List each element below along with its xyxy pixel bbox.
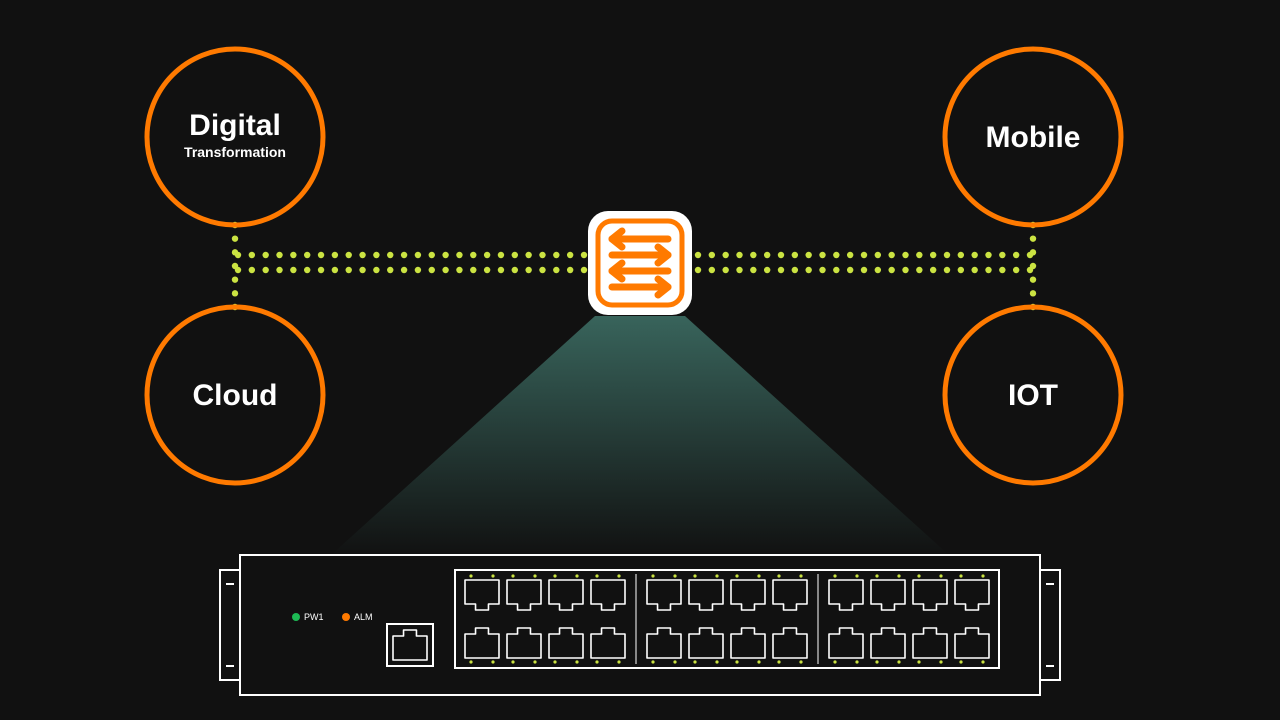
circle-cloud-label: Cloud	[193, 379, 278, 412]
led-pw1	[292, 613, 300, 621]
circle-digital-sublabel: Transformation	[184, 144, 286, 160]
hub-icon	[588, 211, 692, 315]
circle-iot-label: IOT	[1008, 379, 1058, 412]
led-alm-label: ALM	[354, 612, 373, 622]
led-alm	[342, 613, 350, 621]
circle-mobile-label: Mobile	[986, 121, 1081, 154]
circle-digital-label: Digital	[189, 109, 281, 142]
led-pw1-label: PW1	[304, 612, 324, 622]
